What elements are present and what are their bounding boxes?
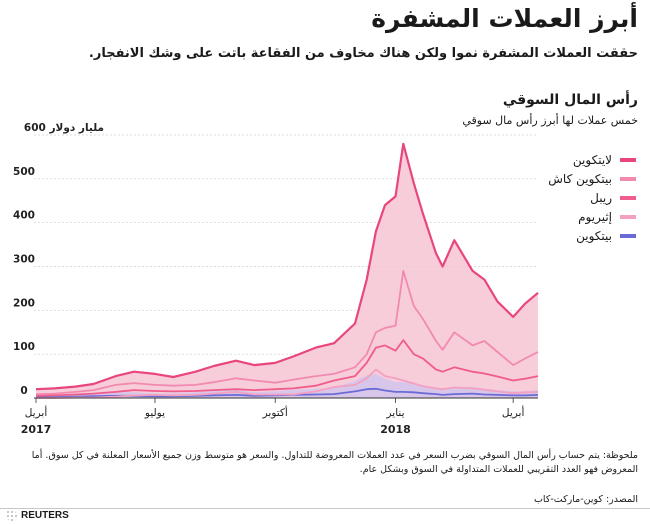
section-title: رأس المال السوقي [502,92,638,108]
series-line [36,368,539,399]
x-year-label: 2018 [380,423,411,436]
legend-item: إثيريوم [548,207,636,226]
legend-swatch [620,176,636,181]
footer-divider [0,508,650,509]
y-tick-label: 100 [13,341,35,353]
section-subtitle: خمس عملات لها أبرز رأس مال سوقي [462,114,638,127]
legend: لايتكوين بيتكوين كاش ريبل إثيريوم بيتكوي… [548,150,636,245]
reuters-logo-icon [6,510,17,521]
reuters-logo: REUTERS [6,510,69,521]
series-line [35,142,539,391]
x-tick-label: أكتوبر [262,405,288,419]
x-tick-label: أبريل [25,405,48,419]
y-tick-label: 300 [13,254,35,266]
legend-label: بيتكوين [576,228,612,243]
reuters-logo-text: REUTERS [21,510,69,521]
x-year-label: 2017 [21,423,52,436]
legend-swatch [620,214,636,219]
y-tick-label: 200 [13,297,35,309]
x-tick-label: يوليو [144,407,165,419]
footnote: ملحوظة: يتم حساب رأس المال السوقي بضرب ا… [31,450,638,475]
legend-item: ريبل [548,188,636,207]
legend-item: بيتكوين كاش [548,169,636,188]
legend-swatch [620,233,636,238]
legend-item: لايتكوين [548,150,636,169]
series-line [35,269,539,395]
series-line [35,339,539,397]
legend-label: لايتكوين [572,152,612,167]
legend-label: إثيريوم [578,209,612,224]
chart-subtitle: حققت العملات المشفرة نموا ولكن هناك مخاو… [88,46,638,61]
legend-item: بيتكوين [548,226,636,245]
y-tick-label: 0 [20,385,27,397]
x-tick-label: يناير [385,407,404,419]
legend-swatch [620,195,636,200]
legend-label: بيتكوين كاش [548,171,612,186]
chart-title: أبرز العملات المشفرة [371,4,638,33]
legend-swatch [620,157,636,162]
legend-label: ريبل [590,190,612,205]
source-credit: المصدر: كوين-ماركت-كاب [533,494,638,505]
y-tick-label: 500 [13,166,35,178]
area-fill [36,143,538,398]
x-tick-label: أبريل [502,405,525,419]
y-tick-label: 600 مليار دولار [24,122,104,134]
y-tick-label: 400 [13,210,35,222]
